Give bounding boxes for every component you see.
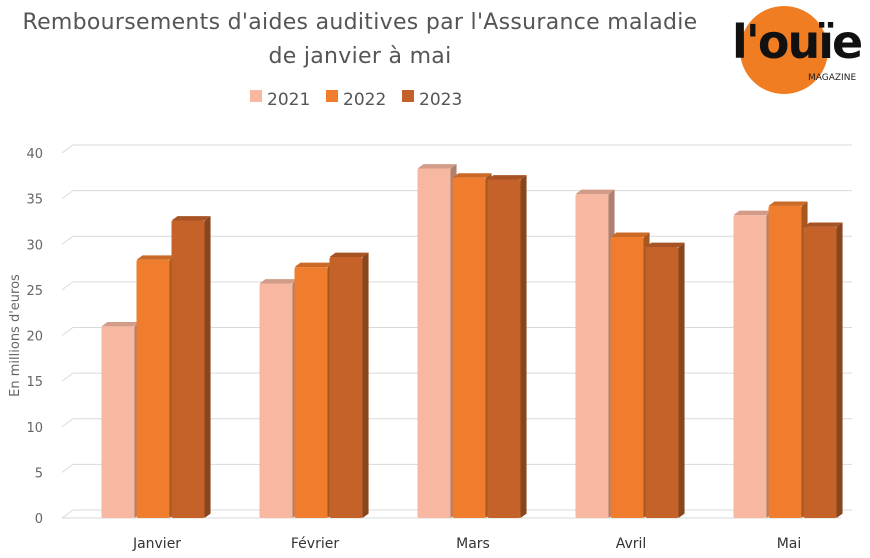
bar-2023-Février [329,257,363,518]
bar-top [294,262,334,268]
y-tick-label: 35 [26,193,43,208]
legend-label-2021: 2021 [267,90,310,110]
x-tick-label: Avril [616,536,647,552]
bar-2023-Mars [487,179,521,518]
bar-top [452,173,492,178]
bar-top [329,252,369,258]
y-tick-label: 40 [26,147,43,162]
legend-swatch-2022 [326,90,338,102]
bar-2021-Mars [417,168,451,518]
bar-top [487,175,527,180]
gridline-depth [61,281,74,291]
logo-subtext: MAGAZINE [808,73,856,83]
bar-2023-Mai [803,226,837,518]
bar-top [101,321,141,327]
gridline-depth [61,144,74,154]
x-tick-label: Janvier [132,536,181,552]
chart-title-line2: de janvier à mai [268,44,452,69]
legend-label-2023: 2023 [419,90,462,110]
bar-side [204,216,211,518]
gridline-depth [61,235,74,245]
bar-side [520,175,527,518]
legend-label-2022: 2022 [343,90,386,110]
gridline-depth [61,327,74,336]
bar-top [733,210,773,216]
bar-top [136,255,176,260]
gridline-depth [61,463,74,473]
bar-2021-Avril [575,194,609,518]
x-tick-label: Mars [456,536,490,552]
bar-2021-Mai [733,215,767,519]
gridline-depth [61,190,74,200]
gridline-depth [61,509,74,519]
bar-2023-Avril [645,246,679,519]
y-tick-label: 10 [26,421,43,436]
y-tick-label: 5 [35,466,43,481]
bar-top [171,216,211,221]
bar-top [768,201,808,206]
bar-top [259,279,299,284]
y-tick-label: 20 [26,330,43,345]
y-tick-label: 0 [35,512,43,527]
bar-top [575,189,615,195]
bar-2022-Février [294,267,328,518]
x-tick-label: Février [291,536,339,552]
bar-top [417,164,457,169]
brand-logo: l'ouïe MAGAZINE [728,6,866,94]
bar-2022-Mai [768,205,802,519]
bar-top [803,222,843,227]
bar-side [362,252,369,518]
y-tick-label: 15 [26,375,43,390]
logo-circle [740,6,828,94]
bar-2023-Janvier [171,220,205,518]
legend-swatch-2023 [402,90,414,102]
bar-2021-Février [259,283,293,518]
bar-top [610,232,650,237]
chart-title: Remboursements d'aides auditives par l'A… [0,6,720,74]
y-tick-label: 25 [26,284,43,299]
bar-side [836,222,843,518]
y-tick-label: 30 [26,238,43,253]
x-tick-label: Mai [777,536,802,552]
bar-2021-Janvier [101,326,135,518]
chart-title-line1: Remboursements d'aides auditives par l'A… [22,10,698,35]
legend-swatch-2021 [250,90,262,102]
bar-2022-Mars [452,177,486,518]
bar-top [645,242,685,247]
gridline-depth [61,418,74,428]
bar-2022-Avril [610,236,644,518]
bar-side [678,242,685,518]
bar-2022-Janvier [136,259,170,518]
logo-text: l'ouïe [732,15,861,69]
y-axis-label: En millions d'euros [8,274,23,397]
gridline-depth [61,372,74,382]
